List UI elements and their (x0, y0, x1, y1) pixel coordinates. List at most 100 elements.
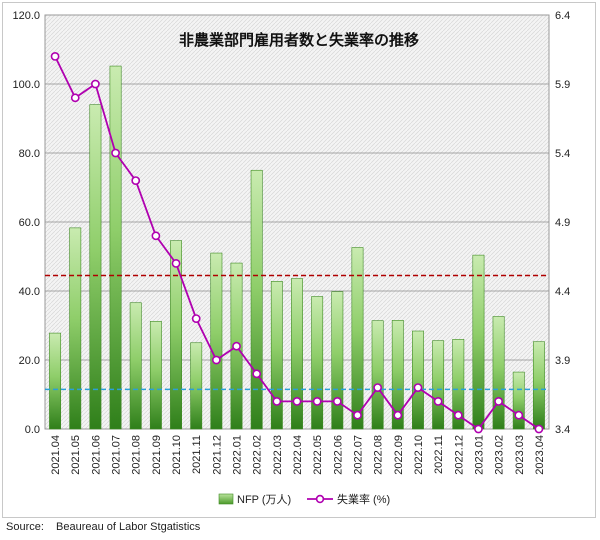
bar (492, 316, 505, 430)
x-tick-label: 2023.04 (534, 435, 546, 475)
line-point (272, 396, 282, 406)
y-left-tick-label: 0.0 (25, 424, 40, 436)
chart: 0.0 3.4 20.0 3.9 40.0 4.4 60.0 4.9 80.0 5.4 100.0 5… (12, 10, 570, 506)
bar (291, 278, 303, 430)
line-point (211, 355, 221, 365)
legend-label-nfp: NFP (万人) (237, 493, 291, 506)
line-point (494, 396, 503, 406)
bar (432, 340, 445, 430)
bar (250, 169, 263, 430)
line-point (151, 231, 161, 241)
x-tick-label: 2021.04 (50, 435, 62, 475)
source-label: Source: (6, 521, 44, 533)
y-left-tick-label: 80.0 (19, 148, 40, 160)
y-left-tick-label: 100.0 (12, 79, 40, 91)
x-tick-label: 2023.02 (494, 435, 506, 475)
y-right-tick-label: 5.9 (555, 79, 570, 91)
bar (351, 247, 364, 430)
y-right-tick-label: 6.4 (555, 10, 570, 22)
bar (311, 296, 324, 430)
line-point (171, 258, 181, 268)
line-point (111, 148, 120, 158)
bar (412, 330, 424, 430)
legend-label-unemployment: 失業率 (%) (337, 492, 390, 506)
line-point (191, 314, 201, 323)
x-tick-label: 2022.06 (332, 435, 344, 475)
bar (210, 252, 223, 430)
y-right-tick-label: 4.4 (555, 286, 570, 298)
x-tick-label: 2021.12 (211, 435, 223, 475)
x-tick-label: 2023.01 (473, 435, 485, 475)
bar (170, 240, 182, 430)
x-tick-label: 2022.03 (272, 435, 284, 475)
x-tick-label: 2022.02 (252, 435, 264, 475)
y-right-tick-label: 3.4 (555, 424, 570, 436)
line-point (373, 383, 383, 392)
x-tick-label: 2021.06 (90, 435, 102, 475)
line-point (91, 79, 100, 89)
legend: NFP (万人) 失業率 (%) (218, 492, 390, 506)
line-point (50, 52, 60, 61)
bar (109, 65, 122, 430)
line-point (332, 396, 342, 406)
x-tick-label: 2022.07 (352, 435, 364, 475)
x-tick-label: 2022.11 (433, 435, 445, 474)
bar (49, 332, 62, 430)
bar (331, 291, 344, 430)
x-tick-label: 2021.11 (191, 435, 203, 474)
x-tick-label: 2022.04 (292, 435, 304, 475)
line-point (393, 410, 403, 420)
x-tick-label: 2022.05 (312, 435, 324, 475)
y-right-tick-label: 3.9 (555, 355, 570, 367)
bar (391, 320, 404, 430)
y-left-tick-label: 60.0 (19, 217, 40, 229)
bar (512, 371, 525, 430)
x-tick-label: 2022.09 (393, 435, 405, 475)
y-left-tick-label: 40.0 (19, 286, 40, 298)
reference-lines (45, 274, 549, 391)
line-point (534, 424, 544, 434)
bar (129, 302, 142, 430)
legend-bar-swatch (218, 493, 234, 505)
bar (190, 342, 203, 430)
x-tick-label: 2021.05 (70, 435, 82, 475)
bar (149, 321, 162, 430)
legend-marker (315, 494, 325, 504)
x-tick-label: 2022.08 (373, 435, 385, 475)
chart-title: 非農業部門雇用者数と失業率の推移 (179, 31, 419, 49)
x-tick-label: 2023.03 (514, 435, 526, 475)
bar (89, 104, 102, 430)
x-tick-label: 2021.09 (151, 435, 163, 475)
bar (69, 227, 82, 430)
bar (452, 338, 465, 430)
x-tick-label: 2021.08 (131, 435, 143, 475)
chart-frame: 0.0 3.4 20.0 3.9 40.0 4.4 60.0 4.9 80.0 5.4 100.0 5… (2, 2, 596, 518)
line-point (474, 424, 483, 434)
axes: 0.0 3.4 20.0 3.9 40.0 4.4 60.0 4.9 80.0 5.4 100.0 5… (12, 10, 570, 475)
y-left-tick-label: 120.0 (12, 10, 40, 22)
line-point (413, 383, 423, 392)
x-tick-label: 2021.07 (111, 435, 123, 475)
line-point (353, 410, 362, 420)
line-point (292, 396, 302, 406)
line-point (433, 396, 443, 406)
bar (270, 281, 283, 430)
x-tick-label: 2022.01 (232, 435, 244, 475)
line-point (232, 341, 241, 351)
line-point (70, 93, 80, 103)
source-text: Beaureau of Labor Stgatistics (56, 521, 201, 533)
y-left-tick-label: 20.0 (19, 355, 40, 367)
x-tick-label: 2022.12 (453, 435, 465, 475)
line-series (50, 52, 544, 434)
line-point (453, 410, 463, 420)
source-note: Source: Beaureau of Labor Stgatistics (6, 521, 200, 533)
line-point (312, 396, 322, 406)
line-point (252, 369, 262, 379)
line-point (131, 176, 141, 185)
bar (532, 341, 545, 430)
bar (472, 254, 485, 430)
x-tick-label: 2022.10 (413, 435, 425, 475)
line-point (514, 410, 524, 420)
bar (371, 320, 384, 430)
y-right-tick-label: 5.4 (555, 148, 570, 160)
